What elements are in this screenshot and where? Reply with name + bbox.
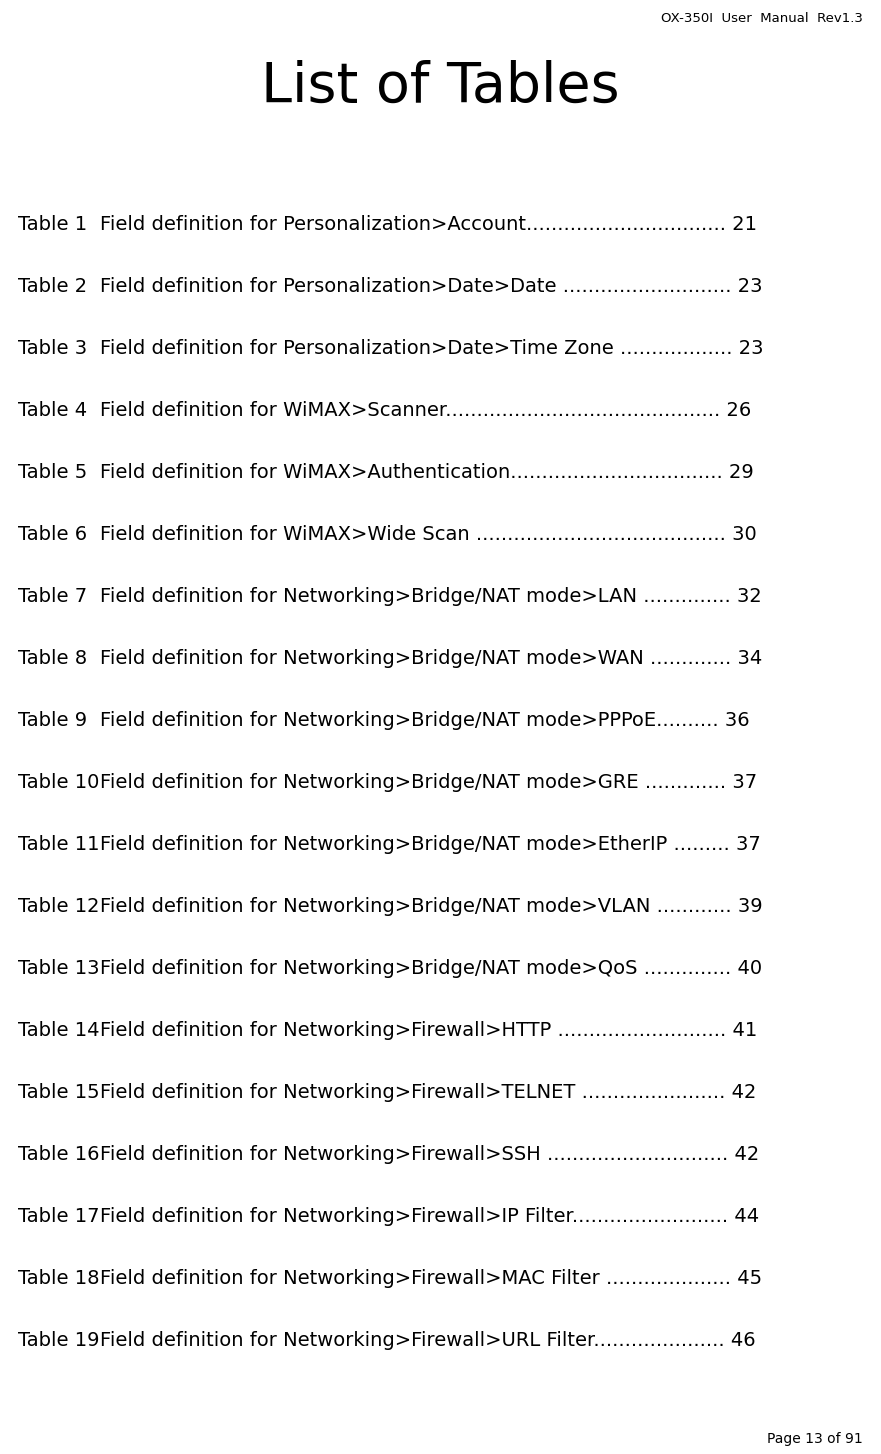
Text: Field definition for Networking>Firewall>MAC Filter .................... 45: Field definition for Networking>Firewall… bbox=[100, 1269, 762, 1288]
Text: Field definition for WiMAX>Authentication.................................. 29: Field definition for WiMAX>Authenticatio… bbox=[100, 462, 754, 481]
Text: Field definition for Personalization>Date>Time Zone .................. 23: Field definition for Personalization>Dat… bbox=[100, 339, 764, 358]
Text: Field definition for Personalization>Date>Date ........................... 23: Field definition for Personalization>Dat… bbox=[100, 278, 762, 297]
Text: Table 17: Table 17 bbox=[18, 1207, 100, 1226]
Text: Table 19: Table 19 bbox=[18, 1330, 100, 1349]
Text: Field definition for Networking>Bridge/NAT mode>EtherIP ......... 37: Field definition for Networking>Bridge/N… bbox=[100, 835, 761, 853]
Text: Field definition for Networking>Bridge/NAT mode>WAN ............. 34: Field definition for Networking>Bridge/N… bbox=[100, 648, 762, 667]
Text: Table 4: Table 4 bbox=[18, 401, 87, 420]
Text: Field definition for Networking>Firewall>TELNET ....................... 42: Field definition for Networking>Firewall… bbox=[100, 1083, 757, 1102]
Text: Table 14: Table 14 bbox=[18, 1021, 100, 1040]
Text: Table 18: Table 18 bbox=[18, 1269, 100, 1288]
Text: Table 5: Table 5 bbox=[18, 462, 87, 481]
Text: Table 11: Table 11 bbox=[18, 835, 100, 853]
Text: Field definition for WiMAX>Scanner............................................ 2: Field definition for WiMAX>Scanner......… bbox=[100, 401, 751, 420]
Text: Table 6: Table 6 bbox=[18, 525, 87, 544]
Text: Table 8: Table 8 bbox=[18, 648, 87, 667]
Text: Table 7: Table 7 bbox=[18, 587, 87, 606]
Text: Field definition for Personalization>Account................................ 21: Field definition for Personalization>Acc… bbox=[100, 215, 757, 234]
Text: Table 10: Table 10 bbox=[18, 774, 100, 792]
Text: Table 2: Table 2 bbox=[18, 278, 87, 297]
Text: Field definition for Networking>Bridge/NAT mode>LAN .............. 32: Field definition for Networking>Bridge/N… bbox=[100, 587, 762, 606]
Text: Field definition for Networking>Firewall>URL Filter..................... 46: Field definition for Networking>Firewall… bbox=[100, 1330, 756, 1349]
Text: Table 1: Table 1 bbox=[18, 215, 87, 234]
Text: OX-350I  User  Manual  Rev1.3: OX-350I User Manual Rev1.3 bbox=[661, 12, 863, 25]
Text: Field definition for Networking>Bridge/NAT mode>GRE ............. 37: Field definition for Networking>Bridge/N… bbox=[100, 774, 757, 792]
Text: Page 13 of 91: Page 13 of 91 bbox=[767, 1432, 863, 1445]
Text: Table 15: Table 15 bbox=[18, 1083, 100, 1102]
Text: Table 16: Table 16 bbox=[18, 1144, 100, 1165]
Text: Table 3: Table 3 bbox=[18, 339, 87, 358]
Text: Table 12: Table 12 bbox=[18, 897, 100, 916]
Text: Field definition for Networking>Bridge/NAT mode>PPPoE.......... 36: Field definition for Networking>Bridge/N… bbox=[100, 711, 750, 730]
Text: Table 9: Table 9 bbox=[18, 711, 87, 730]
Text: Field definition for WiMAX>Wide Scan ........................................ 30: Field definition for WiMAX>Wide Scan ...… bbox=[100, 525, 757, 544]
Text: Field definition for Networking>Bridge/NAT mode>VLAN ............ 39: Field definition for Networking>Bridge/N… bbox=[100, 897, 763, 916]
Text: Field definition for Networking>Firewall>HTTP ........................... 41: Field definition for Networking>Firewall… bbox=[100, 1021, 758, 1040]
Text: Field definition for Networking>Firewall>IP Filter......................... 44: Field definition for Networking>Firewall… bbox=[100, 1207, 759, 1226]
Text: Field definition for Networking>Bridge/NAT mode>QoS .............. 40: Field definition for Networking>Bridge/N… bbox=[100, 960, 762, 979]
Text: Field definition for Networking>Firewall>SSH ............................. 42: Field definition for Networking>Firewall… bbox=[100, 1144, 759, 1165]
Text: List of Tables: List of Tables bbox=[261, 60, 620, 113]
Text: Table 13: Table 13 bbox=[18, 960, 100, 979]
